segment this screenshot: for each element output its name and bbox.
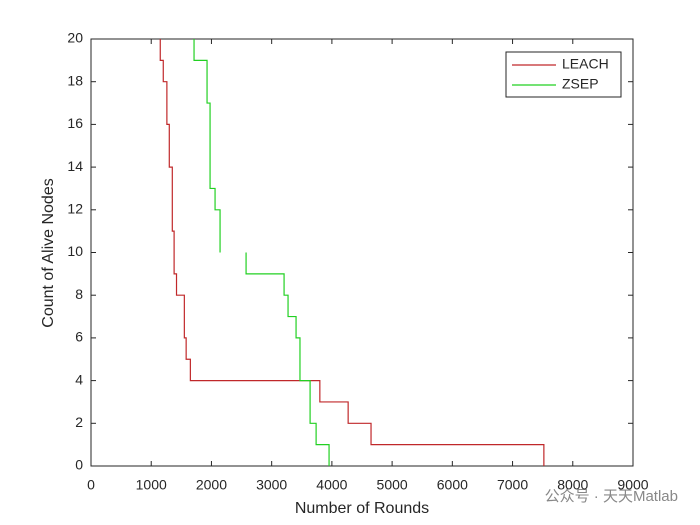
x-tick-label: 1000 (136, 477, 167, 493)
x-tick-label: 2000 (196, 477, 227, 493)
y-tick-label: 6 (75, 329, 83, 345)
y-tick-label: 10 (67, 243, 83, 259)
x-tick-label: 0 (87, 477, 95, 493)
x-tick-label: 8000 (557, 477, 588, 493)
y-tick-label: 18 (67, 72, 83, 88)
x-tick-label: 4000 (316, 477, 347, 493)
y-axis-label: Count of Alive Nodes (40, 178, 57, 327)
x-axis-label: Number of Rounds (295, 500, 429, 517)
y-tick-label: 4 (75, 371, 83, 387)
y-tick-label: 0 (75, 457, 83, 473)
legend-label: ZSEP (562, 76, 599, 92)
series-line (159, 39, 545, 466)
legend-box (505, 51, 622, 98)
y-tick-label: 14 (67, 158, 83, 174)
y-tick-label: 2 (75, 414, 83, 430)
x-tick-label: 6000 (437, 477, 468, 493)
series-line (193, 39, 330, 466)
x-tick-label: 3000 (256, 477, 287, 493)
y-tick-label: 12 (67, 201, 83, 217)
x-tick-label: 9000 (617, 477, 648, 493)
watermark: 公众号 · 天天Matlab (545, 488, 678, 505)
y-tick-label: 16 (67, 115, 83, 131)
legend-label: LEACH (562, 56, 609, 72)
y-tick-label: 8 (75, 286, 83, 302)
y-tick-label: 20 (67, 30, 83, 46)
x-tick-label: 7000 (497, 477, 528, 493)
x-tick-label: 5000 (377, 477, 408, 493)
